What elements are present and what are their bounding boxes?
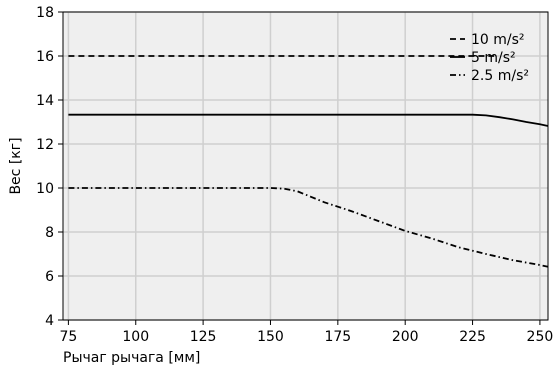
series-group [68,55,549,268]
y-tick-label: 10 [36,181,54,197]
y-tick-label: 12 [36,137,54,153]
series-line-3 [68,187,549,268]
y-tick-label: 4 [45,313,54,329]
ticks: 75 100 125 150 175 200 225 250 4 6 8 10 12 14 16 18 [36,5,553,345]
x-tick-label: 75 [59,329,77,345]
x-tick-label: 250 [527,329,553,345]
plot-frame [62,11,549,321]
legend-label: 5 m/s² [471,50,516,66]
y-tick-label: 16 [36,49,54,65]
series-line-2 [68,113,549,127]
x-tick-label: 125 [190,329,217,345]
x-tick-label: 150 [257,329,284,345]
y-tick-label: 6 [45,269,54,285]
y-axis-label: Вес [кг] [8,137,24,194]
legend: 10 m/s² 5 m/s² 2.5 m/s² [450,32,529,84]
y-tick-label: 18 [36,5,54,21]
legend-label: 10 m/s² [471,32,525,48]
y-tick-label: 14 [36,93,54,109]
legend-label: 2.5 m/s² [471,68,529,84]
x-tick-label: 200 [392,329,419,345]
x-tick-label: 100 [122,329,149,345]
x-tick-label: 225 [459,329,486,345]
plot-area-background [63,12,548,320]
x-tick-label: 175 [324,329,351,345]
x-axis-label: Рычаг рычага [мм] [63,350,200,366]
y-tick-label: 8 [45,225,54,241]
